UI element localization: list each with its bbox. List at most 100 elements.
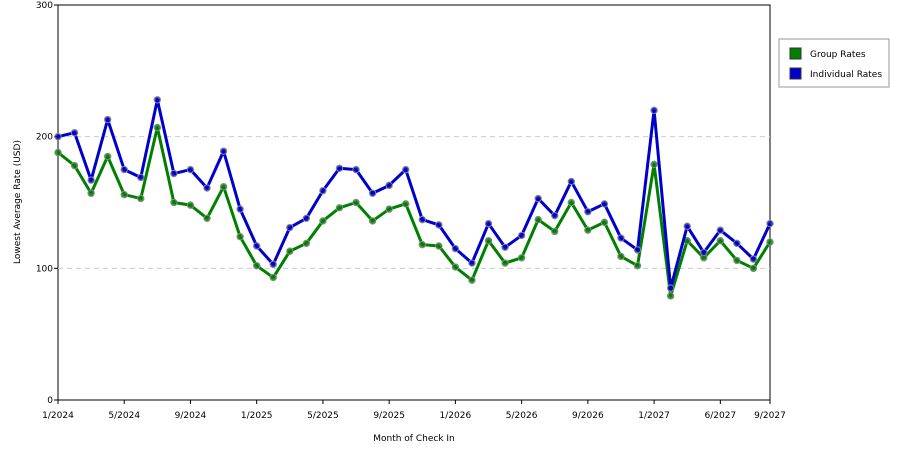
- data-point: [534, 194, 542, 203]
- x-tick-label: 9/2024: [175, 411, 207, 421]
- x-tick-label: 5/2024: [108, 411, 140, 421]
- legend: Group Rates Individual Rates: [778, 38, 890, 88]
- data-point: [120, 165, 128, 174]
- x-tick-label: 9/2026: [572, 411, 604, 421]
- data-point: [252, 242, 261, 250]
- data-point: [451, 263, 460, 271]
- data-point: [385, 205, 393, 213]
- data-point: [170, 198, 178, 207]
- data-point: [87, 176, 95, 184]
- data-point: [650, 106, 658, 115]
- data-point: [534, 215, 542, 224]
- legend-label: Individual Rates: [810, 70, 882, 80]
- data-point: [733, 239, 741, 248]
- data-point: [749, 264, 758, 273]
- y-tick-label: 200: [36, 133, 53, 143]
- data-point: [650, 160, 658, 169]
- data-point: [418, 215, 426, 224]
- data-point: [219, 147, 228, 155]
- data-point: [468, 259, 476, 267]
- data-point: [617, 234, 625, 242]
- data-point: [153, 96, 162, 104]
- data-point: [435, 221, 443, 229]
- data-point: [666, 292, 675, 300]
- data-point: [120, 190, 128, 199]
- data-point: [335, 164, 344, 172]
- data-point: [617, 252, 625, 261]
- data-point: [418, 240, 426, 249]
- data-point: [103, 152, 112, 161]
- data-point: [54, 132, 62, 141]
- y-tick-label: 300: [36, 1, 53, 11]
- data-point: [766, 238, 774, 246]
- x-axis-label: Month of Check In: [373, 434, 455, 444]
- data-point: [766, 219, 774, 228]
- data-point: [517, 231, 526, 240]
- data-point: [170, 169, 178, 178]
- data-point: [517, 254, 526, 262]
- data-point: [252, 262, 261, 270]
- data-point: [236, 205, 244, 213]
- data-point: [87, 189, 95, 197]
- data-point: [286, 223, 294, 232]
- data-point: [153, 123, 162, 132]
- data-point: [368, 217, 377, 225]
- data-point: [302, 239, 311, 248]
- legend-swatch: [789, 67, 802, 80]
- data-point: [368, 189, 377, 197]
- data-point: [551, 227, 559, 236]
- data-point: [716, 226, 725, 234]
- data-point: [600, 218, 609, 226]
- data-point: [302, 214, 311, 223]
- data-point: [103, 115, 112, 124]
- data-point: [600, 200, 609, 208]
- data-point: [219, 183, 228, 191]
- data-point: [269, 260, 277, 269]
- data-point: [319, 186, 327, 195]
- data-point: [551, 211, 559, 220]
- data-point: [567, 198, 576, 207]
- data-point: [451, 244, 460, 253]
- data-point: [203, 184, 211, 192]
- x-tick-label: 1/2025: [241, 411, 273, 421]
- data-point: [54, 148, 62, 157]
- data-point: [749, 255, 758, 263]
- data-point: [666, 284, 675, 292]
- data-point: [700, 248, 708, 257]
- data-point: [236, 233, 244, 241]
- data-point: [186, 201, 195, 209]
- data-point: [319, 217, 327, 225]
- x-tick-label: 1/2027: [638, 411, 670, 421]
- x-tick-label: 9/2025: [373, 411, 405, 421]
- data-point: [137, 194, 145, 203]
- data-point: [501, 259, 509, 267]
- data-point: [716, 236, 725, 245]
- x-tick-label: 9/2027: [754, 411, 786, 421]
- data-point: [352, 198, 360, 207]
- data-point: [501, 243, 509, 251]
- data-point: [402, 200, 410, 208]
- x-tick-label: 5/2026: [506, 411, 538, 421]
- data-point: [137, 173, 145, 182]
- data-point: [269, 273, 277, 282]
- data-point: [683, 222, 691, 230]
- data-point: [484, 219, 493, 228]
- data-point: [484, 236, 493, 245]
- data-point: [385, 181, 393, 190]
- data-point: [70, 129, 79, 137]
- data-point: [633, 262, 642, 270]
- data-point: [435, 242, 443, 250]
- data-point: [286, 247, 294, 255]
- data-point: [335, 204, 344, 212]
- x-tick-label: 1/2026: [440, 411, 472, 421]
- data-point: [584, 226, 592, 234]
- x-tick-label: 6/2027: [704, 411, 736, 421]
- data-point: [567, 177, 576, 186]
- y-tick-label: 0: [47, 396, 53, 406]
- data-point: [584, 208, 592, 216]
- data-point: [468, 276, 476, 284]
- x-tick-label: 5/2025: [307, 411, 339, 421]
- y-axis-label: Lowest Average Rate (USD): [13, 140, 23, 264]
- data-point: [402, 165, 410, 174]
